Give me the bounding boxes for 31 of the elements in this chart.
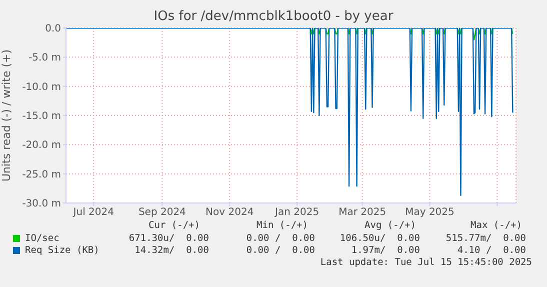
y-tick-label: -30.0 m (22, 198, 61, 210)
text: Last update: Tue Jul 15 15:45:00 2025 (320, 257, 532, 268)
text: 14.32m/ 0.00 (134, 245, 209, 256)
text: 4.10 / 0.00 (457, 245, 526, 256)
legend-label: Req Size (KB) (25, 245, 100, 256)
text: 106.50u/ 0.00 (340, 233, 420, 244)
chart-title: IOs for /dev/mmcblk1boot0 - by year (152, 9, 394, 24)
x-tick-label: Jul 2024 (72, 207, 114, 218)
y-tick-label: -25.0 m (22, 169, 61, 180)
y-tick-label: -15.0 m (22, 111, 61, 122)
text: 515.77m/ 0.00 (446, 233, 526, 244)
y-axis-title: Units read (-) / write (+) (0, 49, 13, 182)
text: Min (-/+) (256, 220, 308, 231)
y-tick-label: -10.0 m (22, 82, 61, 93)
x-tick-label: Nov 2024 (206, 207, 254, 218)
text: 0.00 / 0.00 (246, 233, 315, 244)
text: Cur (-/+) (148, 220, 200, 231)
x-tick-label: May 2025 (405, 207, 454, 218)
text: 671.30u/ 0.00 (128, 233, 209, 244)
text: Avg (-/+) (364, 220, 416, 231)
x-tick-label: Mar 2025 (338, 207, 386, 218)
y-tick-label: -20.0 m (22, 140, 61, 152)
y-tick-label: 0.0 (45, 24, 61, 35)
text: Max (-/+) (470, 220, 522, 231)
y-tick-label: -5.0 m (28, 52, 61, 64)
x-tick-label: Jan 2025 (274, 207, 320, 218)
text: 1.97m/ 0.00 (351, 245, 420, 256)
text: 0.00 / 0.00 (246, 245, 315, 256)
x-tick-label: Sep 2024 (138, 207, 186, 218)
line-series (66, 28, 514, 196)
legend-label: IO/sec (25, 233, 60, 244)
